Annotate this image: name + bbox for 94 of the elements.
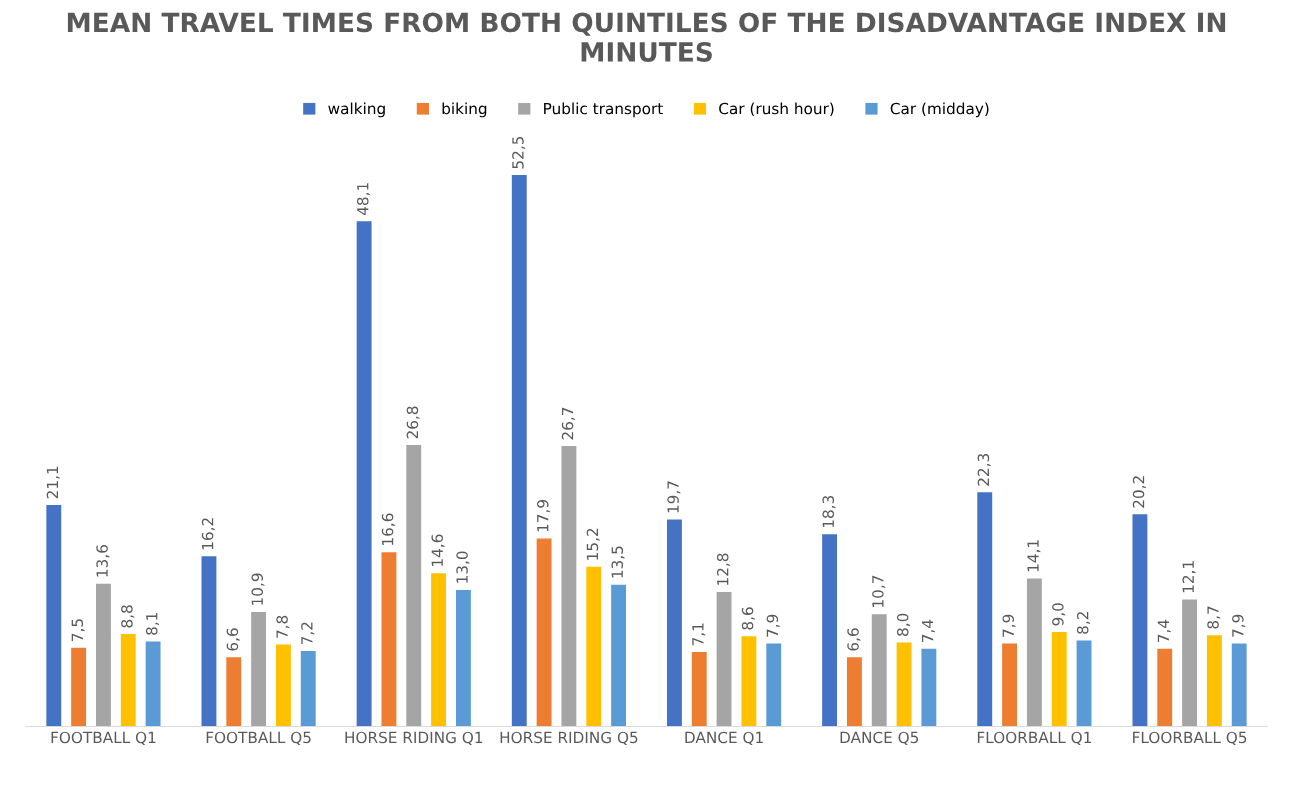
data-label: 12,1 xyxy=(1182,561,1196,593)
legend-label: Car (rush hour) xyxy=(719,102,834,117)
bar xyxy=(1132,514,1148,727)
data-label: 26,8 xyxy=(406,406,420,439)
bar xyxy=(251,612,267,727)
bar xyxy=(1206,635,1222,727)
legend-label: Car (midday) xyxy=(890,102,989,118)
bar xyxy=(822,534,838,727)
data-label: 22,3 xyxy=(977,453,991,486)
bar xyxy=(536,538,552,727)
bar xyxy=(871,614,887,727)
bar xyxy=(1182,599,1198,727)
bar xyxy=(46,504,62,727)
x-tick-label: FLOORBALL Q1 xyxy=(977,731,1091,745)
bar xyxy=(921,648,937,727)
bar xyxy=(1157,648,1173,727)
data-label: 21,1 xyxy=(46,466,60,499)
bar xyxy=(611,584,627,727)
x-tick-label: DANCE Q1 xyxy=(685,731,763,745)
bar xyxy=(95,583,111,727)
bar xyxy=(145,641,161,727)
bar xyxy=(71,647,87,727)
bar xyxy=(226,657,242,727)
bar xyxy=(120,634,136,727)
data-label: 8,2 xyxy=(1076,612,1091,634)
x-tick-label: FOOTBALL Q1 xyxy=(51,731,156,745)
x-tick-label: FOOTBALL Q5 xyxy=(206,731,311,745)
bar xyxy=(1051,631,1067,727)
data-label: 8,0 xyxy=(896,613,911,636)
data-label: 7,1 xyxy=(692,623,706,646)
data-label: 15,2 xyxy=(586,528,600,560)
data-label: 7,9 xyxy=(766,614,780,637)
data-label: 7,9 xyxy=(1002,614,1016,637)
data-label: 7,2 xyxy=(301,622,315,645)
data-label: 48,1 xyxy=(356,183,371,216)
data-label: 52,5 xyxy=(512,136,526,169)
bar xyxy=(666,519,682,727)
data-label: 9,0 xyxy=(1052,603,1066,626)
data-label: 6,6 xyxy=(226,628,240,651)
x-tick-label: DANCE Q5 xyxy=(840,731,919,745)
legend-label: Public transport xyxy=(544,102,663,118)
data-label: 10,9 xyxy=(251,573,265,605)
data-label: 7,4 xyxy=(921,619,935,642)
x-tick-label: HORSE RIDING Q1 xyxy=(345,731,483,745)
data-label: 16,6 xyxy=(381,513,395,545)
chart-title: MEAN TRAVEL TIMES FROM BOTH QUINTILES OF THE DISADVANTAGE INDEX IN MINUTES xyxy=(67,12,1226,62)
data-label: 13,6 xyxy=(96,545,110,577)
bar xyxy=(766,643,782,727)
data-label: 17,9 xyxy=(536,500,551,532)
bar xyxy=(511,175,527,727)
bar xyxy=(1231,643,1247,727)
data-label: 18,3 xyxy=(822,495,836,528)
data-label: 7,9 xyxy=(1232,614,1246,637)
bar xyxy=(381,552,397,727)
data-label: 8,8 xyxy=(121,605,135,628)
data-label: 14,1 xyxy=(1027,540,1041,572)
legend-label: walking xyxy=(328,102,385,118)
data-label: 20,2 xyxy=(1132,476,1146,508)
legend-label: biking xyxy=(442,102,487,118)
data-label: 13,5 xyxy=(611,546,625,578)
bar xyxy=(1002,643,1018,727)
bar xyxy=(691,651,707,727)
bar xyxy=(455,589,471,727)
bar xyxy=(300,650,316,727)
bar xyxy=(896,642,912,727)
data-label: 6,6 xyxy=(847,628,861,651)
data-label: 8,7 xyxy=(1207,606,1221,629)
data-label: 14,6 xyxy=(431,534,445,566)
bar xyxy=(356,221,372,727)
bar xyxy=(741,636,757,727)
bar xyxy=(1026,578,1042,727)
data-label: 7,5 xyxy=(71,619,85,641)
bar xyxy=(977,492,993,727)
data-label: 7,4 xyxy=(1157,619,1171,642)
bar xyxy=(1076,640,1092,727)
bar xyxy=(561,446,577,727)
bar xyxy=(431,573,447,727)
data-label: 13,0 xyxy=(456,551,470,583)
x-tick-label: HORSE RIDING Q5 xyxy=(500,731,638,745)
data-label: 7,8 xyxy=(276,615,290,638)
data-label: 10,7 xyxy=(872,575,886,607)
data-label: 19,7 xyxy=(667,481,681,513)
data-label: 8,6 xyxy=(741,607,755,630)
bar xyxy=(716,592,732,727)
bar xyxy=(586,566,602,727)
data-label: 12,8 xyxy=(716,553,731,585)
data-label: 16,2 xyxy=(201,518,215,550)
bar xyxy=(846,657,862,727)
x-tick-label: FLOORBALL Q5 xyxy=(1133,731,1247,745)
data-label: 8,1 xyxy=(145,613,160,635)
data-label: 26,7 xyxy=(561,407,575,440)
bar xyxy=(275,644,291,727)
bar xyxy=(201,556,217,727)
bar xyxy=(406,445,422,727)
